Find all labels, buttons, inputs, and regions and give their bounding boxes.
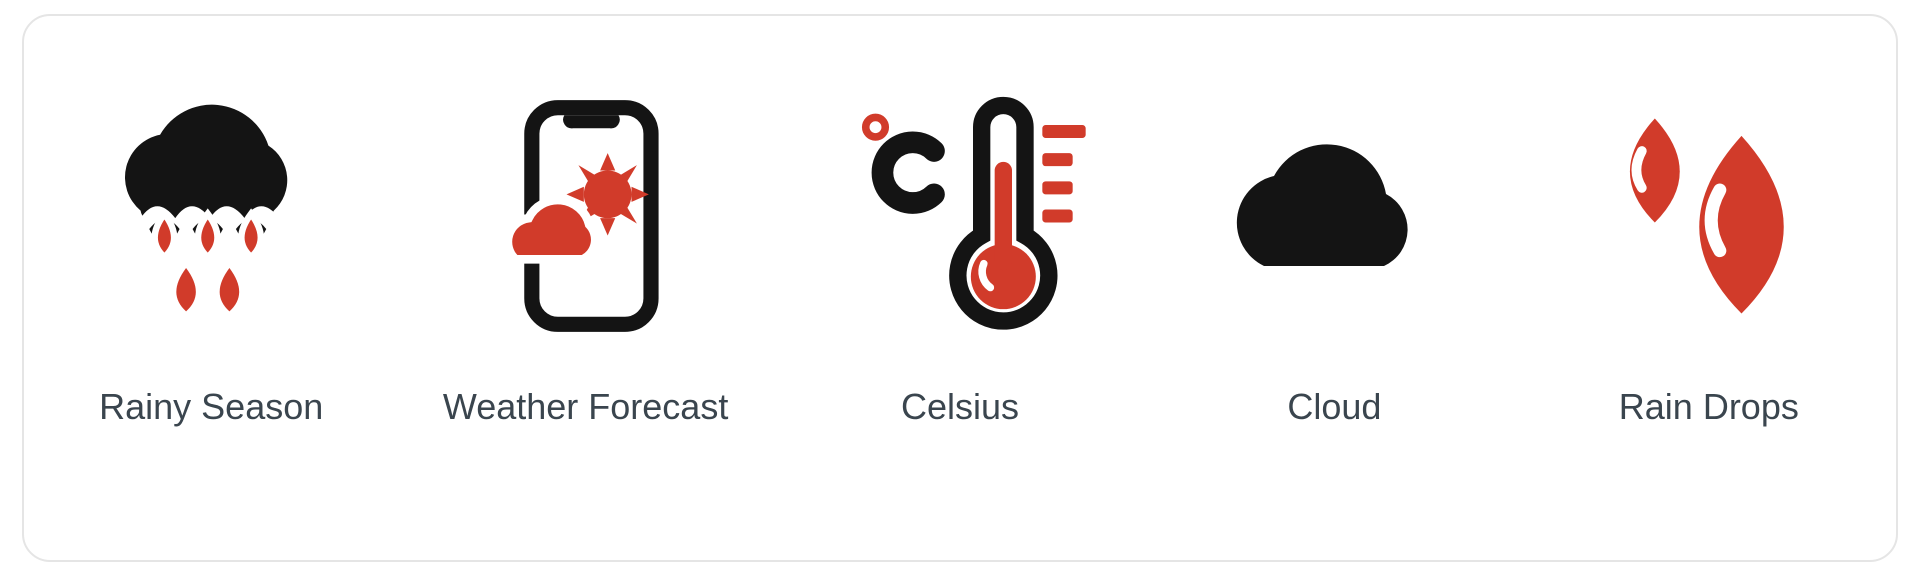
weather-forecast-icon — [398, 66, 772, 366]
icon-label: Rainy Season — [99, 386, 323, 428]
celsius-icon — [773, 66, 1147, 366]
cloud-icon — [1147, 66, 1521, 366]
icon-cell-weather-forecast: Weather Forecast — [398, 16, 772, 428]
rainy-season-icon — [24, 66, 398, 366]
icon-label: Celsius — [901, 386, 1019, 428]
rain-drops-icon — [1522, 66, 1896, 366]
icon-label: Cloud — [1287, 386, 1381, 428]
icon-cell-rainy-season: Rainy Season — [24, 16, 398, 428]
icon-label: Rain Drops — [1619, 386, 1799, 428]
icon-cell-celsius: Celsius — [773, 16, 1147, 428]
icon-label: Weather Forecast — [443, 386, 728, 428]
icon-row: Rainy Season — [24, 16, 1896, 560]
icon-set-card: Rainy Season — [22, 14, 1898, 562]
icon-cell-cloud: Cloud — [1147, 16, 1521, 428]
icon-cell-rain-drops: Rain Drops — [1522, 16, 1896, 428]
